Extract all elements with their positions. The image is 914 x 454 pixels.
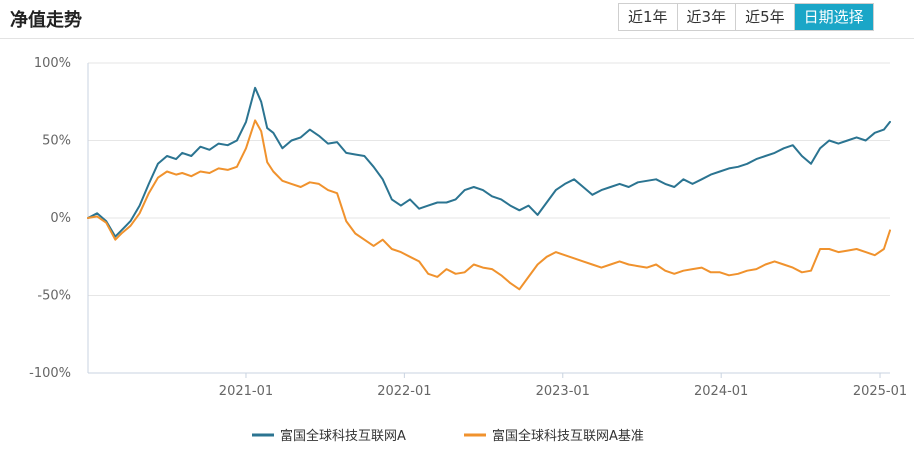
page-title: 净值走势 [10, 10, 82, 31]
x-tick-label: 2021-01 [219, 384, 273, 399]
x-tick-label: 2023-01 [536, 384, 590, 399]
range-tabs: 近1年 近3年 近5年 日期选择 [618, 3, 874, 31]
tab-3-year[interactable]: 近3年 [676, 4, 736, 30]
chart-grid [88, 62, 890, 374]
legend-label-2: 富国全球科技互联网A基准 [492, 428, 644, 444]
y-tick-label: -100% [29, 366, 71, 381]
x-tick-label: 2025-01 [853, 384, 907, 399]
legend-label-1: 富国全球科技互联网A [280, 428, 406, 444]
tab-1-year[interactable]: 近1年 [619, 4, 677, 30]
net-value-chart: 100% 50% 0% -50% -100% 2021-01 2022-01 2023-01… [29, 56, 907, 444]
chart-header: 净值走势 近1年 近3年 近5年 日期选择 [0, 0, 914, 39]
x-tick-label: 2024-01 [694, 384, 748, 399]
y-tick-label: 100% [34, 56, 71, 71]
y-tick-label: -50% [37, 289, 71, 304]
x-tick-label: 2022-01 [377, 384, 431, 399]
chart-series [87, 86, 891, 291]
y-tick-label: 50% [42, 134, 71, 149]
series-line-1 [87, 86, 891, 238]
tab-5-year[interactable]: 近5年 [735, 4, 794, 30]
y-tick-label: 0% [50, 211, 71, 226]
x-axis: 2021-01 2022-01 2023-01 2024-01 2025-01 [88, 372, 907, 399]
y-axis: 100% 50% 0% -50% -100% [29, 56, 89, 381]
chart-legend: 富国全球科技互联网A 富国全球科技互联网A基准 [252, 428, 644, 444]
tab-date-select[interactable]: 日期选择 [793, 4, 873, 30]
series-line-2 [87, 119, 891, 291]
